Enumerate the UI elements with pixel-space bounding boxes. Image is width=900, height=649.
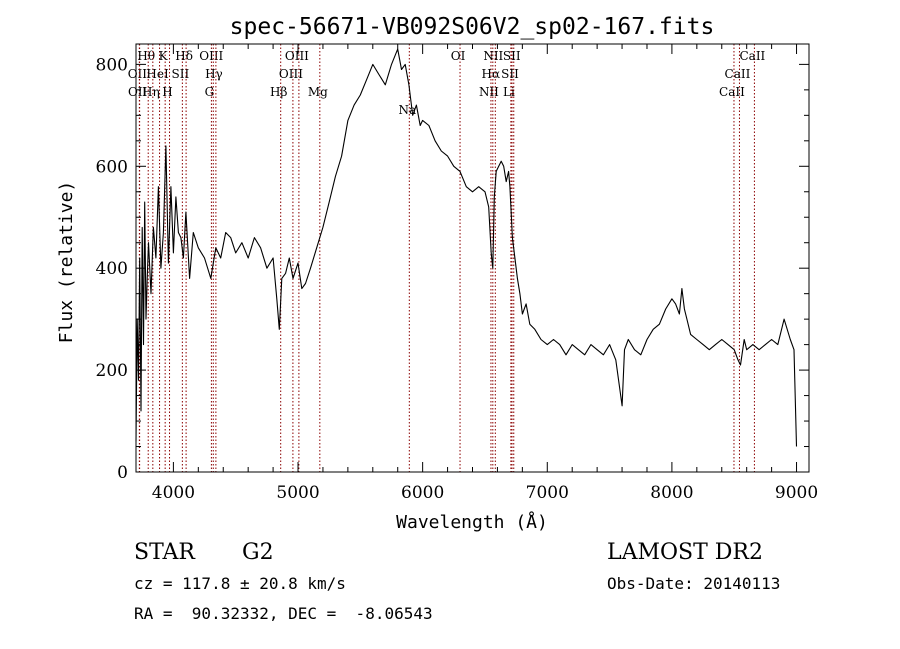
x-tick-label: 7000 (526, 483, 569, 503)
x-axis-label: Wavelength (Å) (396, 511, 548, 533)
line-marker-label: SII (501, 67, 519, 81)
x-tick-label: 4000 (152, 483, 195, 503)
x-tick-label: 5000 (276, 483, 319, 503)
line-marker-label: HeI (146, 67, 169, 81)
y-axis-label: Flux (relative) (56, 181, 77, 344)
line-marker-label: G (205, 85, 215, 99)
spectrum-line (135, 48, 798, 447)
survey-name: LAMOST DR2 (607, 540, 763, 565)
line-marker-label: NII (483, 49, 503, 63)
chart-title: spec-56671-VB092S06V2_sp02-167.fits (230, 14, 715, 40)
line-marker-label: Hα (482, 67, 501, 81)
redshift-cz: cz = 117.8 ± 20.8 km/s (134, 574, 346, 593)
plot-frame (135, 43, 810, 473)
plot-area: OIIOIIHθHηHeIKHSIIHδGOIIIHγHβOIIIOIIIMgN… (128, 44, 798, 472)
line-marker-label: CaII (725, 67, 751, 81)
line-marker-label: Mg (308, 85, 328, 99)
y-tick-label: 0 (117, 463, 128, 483)
line-marker-label: H (162, 85, 172, 99)
line-marker-label: OIII (199, 49, 223, 63)
y-axis: 0 200 400 600 800 (96, 55, 809, 483)
line-marker-label: CaII (719, 85, 745, 99)
observation-date: Obs-Date: 20140113 (607, 574, 781, 593)
object-subclass: G2 (242, 540, 274, 565)
x-tick-label: 8000 (650, 483, 693, 503)
line-marker-label: Hθ (137, 49, 155, 63)
line-marker-label: CaII (739, 49, 765, 63)
line-marker-label: SII (172, 67, 190, 81)
line-marker-label: NII (479, 85, 499, 99)
y-tick-label: 400 (96, 259, 128, 279)
coordinates: RA = 90.32332, DEC = -8.06543 (134, 604, 433, 623)
line-marker-label: Hβ (270, 85, 287, 99)
line-marker-label: Hδ (175, 49, 193, 63)
line-marker-label: K (159, 49, 169, 63)
x-tick-label: 6000 (401, 483, 444, 503)
line-marker-label: OII (128, 67, 148, 81)
line-marker-label: SII (503, 49, 521, 63)
y-tick-label: 200 (96, 361, 128, 381)
line-marker-label: Li (503, 85, 515, 99)
y-tick-label: 600 (96, 157, 128, 177)
x-axis: 4000 5000 6000 7000 8000 9000 (152, 44, 818, 503)
line-marker-label: OIII (279, 67, 303, 81)
line-marker-label: Hγ (205, 67, 223, 81)
x-tick-label: 9000 (775, 483, 818, 503)
object-class: STAR (134, 540, 195, 565)
line-marker-label: OI (451, 49, 466, 63)
line-marker-label: OII (128, 85, 148, 99)
line-marker-label: Na (398, 103, 416, 117)
y-tick-label: 800 (96, 55, 128, 75)
line-marker-label: OIII (285, 49, 309, 63)
line-marker-label: Hη (142, 85, 160, 99)
